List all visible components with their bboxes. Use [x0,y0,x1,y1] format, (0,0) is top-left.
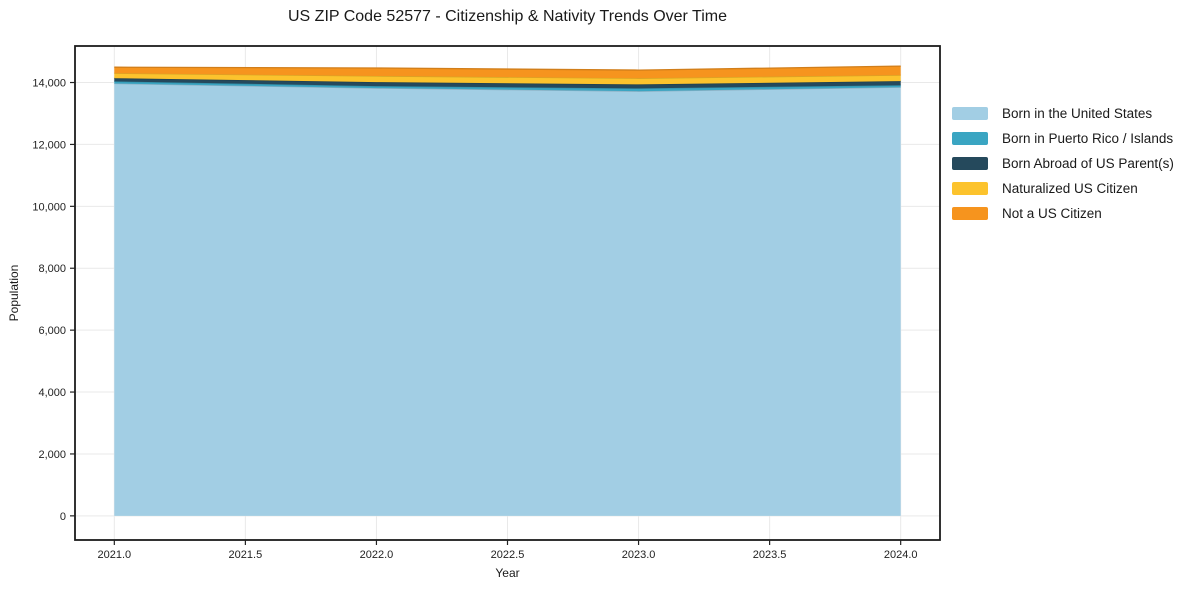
legend: Born in the United States Born in Puerto … [952,101,1174,226]
legend-swatch [952,207,988,220]
legend-label: Not a US Citizen [1002,206,1102,221]
y-tick-label: 6,000 [38,325,66,337]
y-tick-label: 8,000 [38,263,66,275]
x-tick-label: 2023.0 [622,549,656,561]
chart-title: US ZIP Code 52577 - Citizenship & Nativi… [288,8,727,25]
legend-label: Born Abroad of US Parent(s) [1002,156,1174,171]
legend-label: Born in Puerto Rico / Islands [1002,131,1174,146]
x-tick-label: 2022.0 [360,549,394,561]
legend-label: Born in the United States [1002,106,1153,121]
y-tick-label: 4,000 [38,387,66,399]
legend-item: Born Abroad of US Parent(s) [952,151,1174,176]
legend-swatch [952,107,988,120]
area-edge [114,65,901,71]
legend-item: Naturalized US Citizen [952,176,1174,201]
legend-item: Not a US Citizen [952,201,1174,226]
area-edge [114,82,901,92]
y-tick-label: 2,000 [38,449,66,461]
area-born-in-puerto-rico-islands [114,81,901,92]
y-tick-label: 14,000 [32,78,66,90]
y-tick-label: 12,000 [32,139,66,151]
legend-swatch [952,157,988,170]
x-axis-label: Year [495,566,520,580]
x-tick-label: 2021.5 [229,549,263,561]
legend-item: Born in Puerto Rico / Islands [952,126,1174,151]
area-naturalized-us-citizen [114,73,901,85]
legend-swatch [952,132,988,145]
area-born-in-the-united-states [114,83,901,516]
x-tick-label: 2023.5 [753,549,787,561]
x-tick-label: 2021.0 [97,549,131,561]
y-axis-label: Population [7,264,21,322]
legend-item: Born in the United States [952,101,1174,126]
x-tick-label: 2022.5 [491,549,525,561]
legend-label: Naturalized US Citizen [1002,181,1138,196]
x-tick-label: 2024.0 [884,549,918,561]
y-tick-label: 10,000 [32,201,66,213]
y-tick-label: 0 [60,511,66,523]
legend-swatch [952,182,988,195]
